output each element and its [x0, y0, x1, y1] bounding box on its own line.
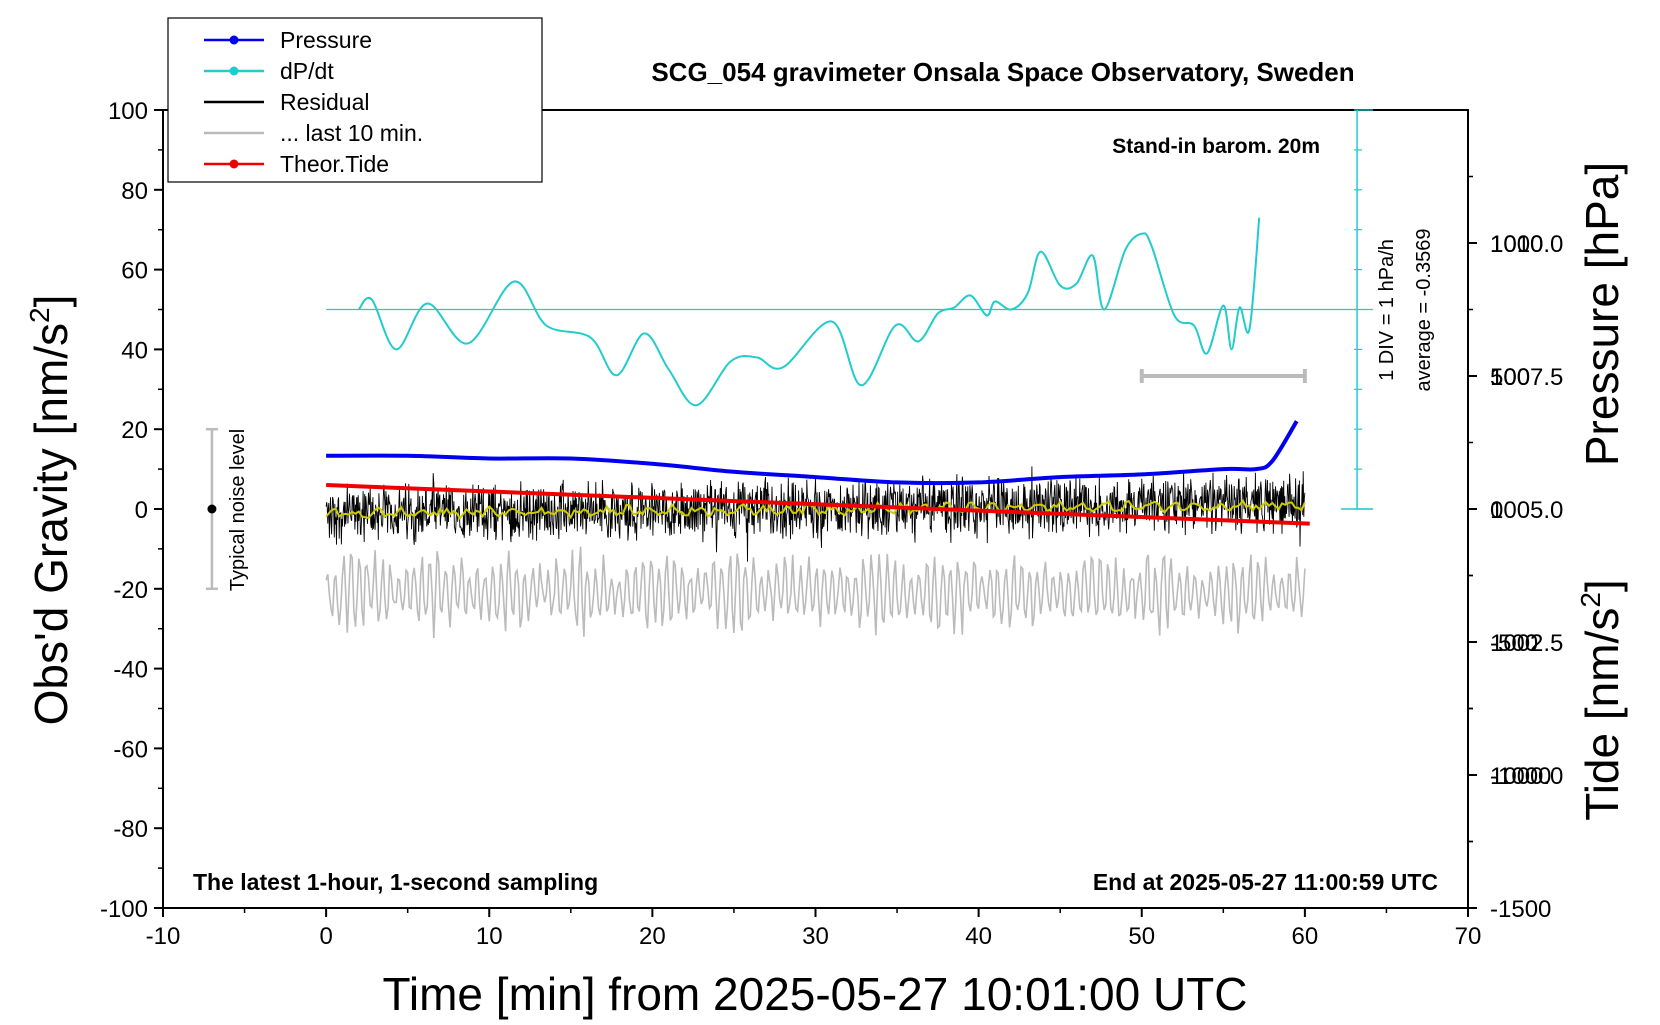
y-tick-label: -80	[113, 816, 148, 843]
legend-marker	[229, 35, 239, 45]
tide-tick-label: 0	[1490, 497, 1503, 524]
tide-tick-label: 500	[1490, 364, 1530, 391]
axes-group: -10 0 10 20 30 40 50 60 70100806040200-20-40-60-…	[100, 98, 1563, 950]
average-annotation: average = -0.3569	[1413, 229, 1435, 392]
y-tick-label: 100	[108, 98, 148, 125]
pressure-tick-label: 1002.5	[1490, 630, 1563, 657]
legend-label: Pressure	[280, 27, 372, 53]
x-tick-label: -10	[146, 923, 181, 950]
legend-marker	[229, 159, 239, 169]
y-axis-label-tide: Tide [nm/s2]	[1575, 579, 1628, 820]
noise-level-dot	[207, 504, 217, 514]
stand-in-annotation: Stand-in barom. 20m	[1112, 135, 1320, 158]
chart-title: SCG_054 gravimeter Onsala Space Observat…	[651, 57, 1354, 87]
div-annotation: 1 DIV = 1 hPa/h	[1376, 239, 1398, 381]
series-theor-tide	[326, 483, 1310, 526]
tide-tick-label: -1500	[1490, 896, 1551, 923]
y-axis-label-tide-text: Tide [nm/s	[1576, 608, 1628, 821]
tide-tick-label: 1000	[1490, 231, 1543, 258]
x-tick-label: 30	[802, 923, 829, 950]
y-tick-label: -100	[100, 896, 148, 923]
legend-marker	[229, 66, 239, 76]
y-tick-label: -60	[113, 736, 148, 763]
x-axis-label: Time [min] from 2025-05-27 10:01:00 UTC	[383, 968, 1248, 1020]
y-axis-label-gravity: Obs'd Gravity [nm/s2]	[24, 295, 77, 726]
y-axis-label-pressure: Pressure [hPa]	[1576, 162, 1628, 466]
x-tick-label: 10	[476, 923, 503, 950]
y-axis-label-tide-sup: 2	[1575, 592, 1606, 608]
pressure-tick-label: 1010.0	[1490, 231, 1563, 258]
series-pressure	[326, 420, 1299, 486]
x-tick-label: 40	[965, 923, 992, 950]
y-axis-label-gravity-text: Obs'd Gravity [nm/s	[25, 323, 77, 725]
tide-tick-label: -1000	[1490, 763, 1551, 790]
y-axis-label-gravity-end: ]	[25, 295, 77, 308]
noise-level-label: Typical noise level	[227, 429, 249, 591]
x-tick-label: 50	[1128, 923, 1155, 950]
pressure-tick-label: 1000.0	[1490, 763, 1563, 790]
series-dpdt	[358, 217, 1261, 407]
series-residual-smooth	[325, 498, 1306, 520]
y-tick-label: -40	[113, 657, 148, 684]
y-tick-label: 80	[121, 178, 148, 205]
legend-label: Theor.Tide	[280, 151, 389, 177]
y-tick-label: 40	[121, 337, 148, 364]
legend-box	[167, 17, 543, 183]
pressure-tick-label: 1007.5	[1490, 364, 1563, 391]
y-axis-label-gravity-sup: 2	[24, 307, 55, 323]
y-tick-label: 60	[121, 258, 148, 285]
x-tick-label: 20	[639, 923, 666, 950]
pressure-tick-label: 1005.0	[1490, 497, 1563, 524]
tide-tick-label: -500	[1490, 630, 1538, 657]
y-tick-label: -20	[113, 577, 148, 604]
y-tick-label: 0	[135, 497, 148, 524]
y-tick-label: 20	[121, 417, 148, 444]
x-tick-label: 60	[1292, 923, 1319, 950]
legend-label: ... last 10 min.	[280, 120, 423, 146]
legend-label: Residual	[280, 89, 370, 115]
x-tick-label: 0	[319, 923, 332, 950]
legend-label: dP/dt	[280, 58, 334, 84]
series-group	[205, 217, 1358, 639]
x-tick-label: 70	[1455, 923, 1482, 950]
legend: Pressure dP/dt Residual ... last 10 min. The…	[167, 17, 543, 183]
bottom-right-annotation: End at 2025-05-27 11:00:59 UTC	[1093, 869, 1438, 895]
y-axis-label-tide-end: ]	[1576, 579, 1628, 592]
series-last-10-min	[325, 546, 1306, 639]
bottom-left-annotation: The latest 1-hour, 1-second sampling	[193, 869, 598, 895]
